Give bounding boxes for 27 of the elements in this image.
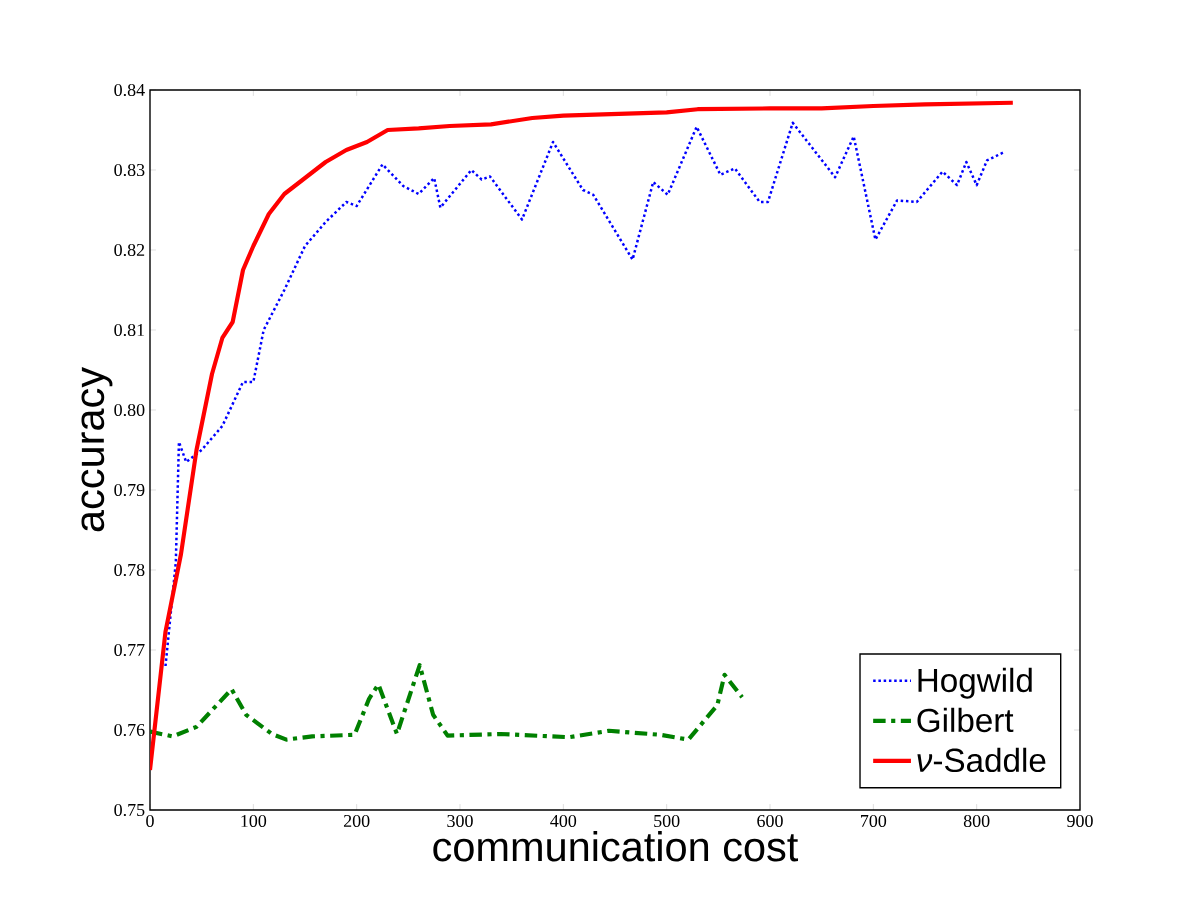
line-series	[164, 121, 1005, 668]
y-tick-label: 0.75	[114, 803, 145, 817]
x-tick-label: 400	[550, 814, 577, 828]
y-tick-label: 0.79	[114, 483, 145, 497]
y-tick-label: 0.76	[114, 723, 145, 737]
x-tick-label: 800	[963, 814, 990, 828]
x-axis-title: communication cost	[433, 830, 799, 862]
y-tick-label: 0.77	[114, 643, 145, 657]
legend-label: Gilbert	[917, 707, 1014, 733]
y-tick-label: 0.81	[114, 323, 145, 337]
y-tick-label: 0.80	[114, 403, 145, 417]
legend-label: Hogwild	[918, 667, 1032, 699]
x-tick-label: 0	[146, 814, 154, 828]
x-tick-label: 200	[343, 814, 370, 828]
y-tick-label: 0.83	[114, 163, 145, 177]
x-tick-label: 600	[757, 814, 783, 828]
y-tick-label: 0.78	[114, 563, 145, 577]
x-tick-label: 500	[654, 814, 680, 828]
y-tick-label: 0.84	[114, 83, 145, 97]
legend-label: ν-Saddle	[917, 747, 1046, 773]
x-tick-label: 100	[241, 814, 267, 828]
line-series	[150, 663, 745, 742]
x-tick-label: 900	[1067, 814, 1093, 828]
y-axis-title: accuracy	[81, 367, 113, 532]
x-tick-label: 700	[861, 814, 887, 828]
x-tick-label: 300	[447, 814, 473, 828]
y-tick-label: 0.82	[114, 243, 145, 257]
